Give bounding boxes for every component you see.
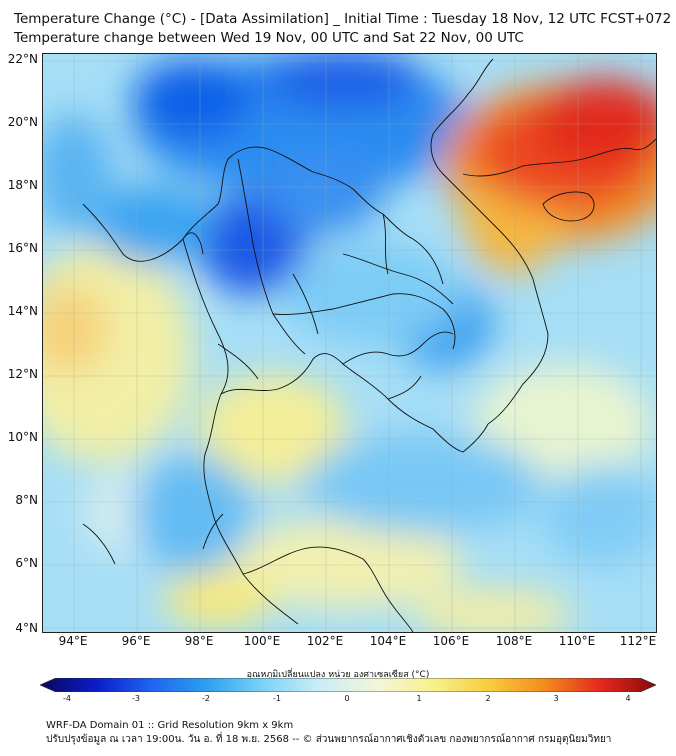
lon-label: 96°E [121, 634, 151, 648]
coastlines-and-borders [82, 58, 656, 632]
lat-label: 22°N [7, 52, 38, 66]
lat-label: 16°N [7, 241, 38, 255]
colorbar-gradient [40, 678, 656, 692]
lon-label: 104°E [369, 634, 407, 648]
graticule [43, 54, 656, 632]
lat-label: 8°N [15, 493, 38, 507]
lon-label: 94°E [58, 634, 88, 648]
colorbar-tick: 3 [553, 694, 559, 703]
colorbar-tick: -3 [132, 694, 140, 703]
lat-label: 10°N [7, 430, 38, 444]
colorbar-tick: -4 [63, 694, 71, 703]
title-line-1: Temperature Change (°C) - [Data Assimila… [14, 11, 672, 27]
footer-model-info: WRF-DA Domain 01 :: Grid Resolution 9km … [46, 720, 294, 731]
lon-label: 110°E [558, 634, 596, 648]
lat-label: 14°N [7, 304, 38, 318]
lat-label: 20°N [7, 115, 38, 129]
lon-label: 112°E [619, 634, 657, 648]
temperature-change-map [42, 53, 657, 633]
lat-label: 12°N [7, 367, 38, 381]
footer: WRF-DA Domain 01 :: Grid Resolution 9km … [46, 719, 611, 747]
map-canvas [43, 54, 656, 632]
lon-label: 106°E [432, 634, 470, 648]
colorbar-tick: 2 [485, 694, 491, 703]
lat-label: 6°N [15, 556, 38, 570]
title-line-2: Temperature change between Wed 19 Nov, 0… [14, 30, 524, 46]
colorbar-tick: 4 [625, 694, 631, 703]
footer-update-info: ปรับปรุงข้อมูล ณ เวลา 19:00น. วัน อ. ที่… [46, 734, 612, 745]
colorbar-tick: 0 [344, 694, 350, 703]
lon-label: 98°E [184, 634, 214, 648]
colorbar-label: อุณหภูมิเปลี่ยนแปลง หน่วย องศาเซลเซียส (… [246, 670, 430, 680]
colorbar-tick: 1 [416, 694, 422, 703]
lon-label: 102°E [306, 634, 344, 648]
lon-label: 100°E [243, 634, 281, 648]
map-title: Temperature Change (°C) - [Data Assimila… [14, 10, 671, 48]
lat-label: 18°N [7, 178, 38, 192]
colorbar [40, 678, 656, 692]
lat-label: 4°N [15, 621, 38, 635]
colorbar-tick: -2 [202, 694, 210, 703]
lon-label: 108°E [495, 634, 533, 648]
colorbar-tick: -1 [273, 694, 281, 703]
temperature-field [43, 54, 656, 632]
